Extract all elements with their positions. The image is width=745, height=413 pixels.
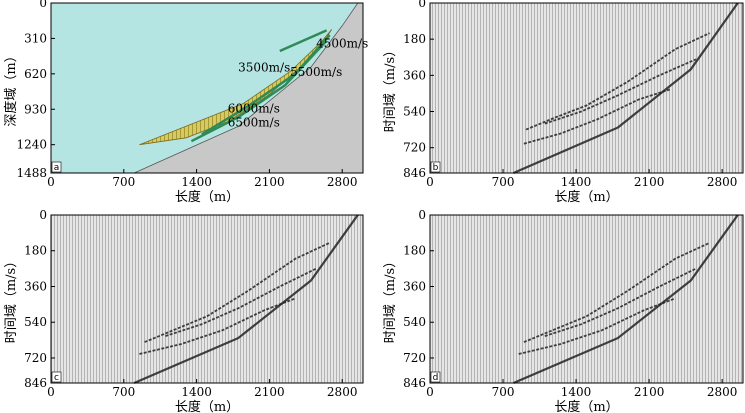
plot-frame bbox=[50, 2, 364, 174]
y-tick-label: 180 bbox=[403, 32, 426, 46]
event-reflector-3 bbox=[139, 297, 296, 355]
trace-background bbox=[430, 3, 743, 173]
y-tick-label: 540 bbox=[403, 105, 426, 119]
panel-b: 0 700 1400 2100 2800 0 180 360 540 720 846 长度（m） 时间域… bbox=[383, 0, 744, 205]
interface-5500 bbox=[201, 34, 331, 136]
y-tick-label: 720 bbox=[24, 351, 47, 365]
y-tick-label: 930 bbox=[24, 102, 47, 116]
x-tick-label: 2800 bbox=[327, 385, 358, 399]
y-axis-label: 时间域（m/s） bbox=[383, 255, 398, 343]
plot-frame bbox=[429, 214, 744, 384]
x-tick-label: 2100 bbox=[634, 385, 665, 399]
event-reflector-1 bbox=[523, 241, 710, 343]
x-tick-label: 0 bbox=[426, 175, 434, 189]
event-reflector-2 bbox=[544, 267, 697, 337]
y-tick-label: 180 bbox=[403, 244, 426, 258]
x-tick-label: 2800 bbox=[327, 175, 358, 189]
interface-4500 bbox=[279, 29, 328, 53]
x-tick-label: 0 bbox=[47, 385, 55, 399]
y-axis-label: 时间域（m/s） bbox=[383, 44, 398, 132]
y-tick-label: 0 bbox=[418, 208, 426, 222]
panel-label: c bbox=[54, 373, 59, 383]
event-reflector-1 bbox=[144, 241, 331, 343]
y-tick-label: 540 bbox=[24, 315, 47, 329]
velocity-label-layer-3: 6000m/s bbox=[228, 102, 280, 116]
event-surface bbox=[513, 214, 739, 385]
event-surface bbox=[513, 2, 739, 175]
panel-label: b bbox=[433, 163, 439, 173]
x-axis-label: 长度（m） bbox=[175, 399, 239, 413]
x-tick-label: 2100 bbox=[634, 175, 665, 189]
panel-d: 0 700 1400 2100 2800 0 180 360 540 720 846 长度（m） 时间域… bbox=[383, 208, 744, 413]
event-reflector-1 bbox=[525, 32, 710, 131]
y-tick-label: 846 bbox=[403, 166, 426, 180]
velocity-label-layer-2: 5500m/s bbox=[290, 65, 342, 79]
y-tick-label: 310 bbox=[24, 31, 47, 45]
x-tick-label: 700 bbox=[112, 385, 135, 399]
y-tick-label: 0 bbox=[39, 0, 47, 10]
y-tick-label: 180 bbox=[24, 244, 47, 258]
panel-label: d bbox=[433, 373, 439, 383]
x-tick-label: 0 bbox=[47, 175, 55, 189]
x-axis-label: 长度（m） bbox=[554, 189, 618, 205]
y-tick-label: 360 bbox=[403, 279, 426, 293]
x-tick-label: 2800 bbox=[707, 175, 738, 189]
x-tick-label: 2800 bbox=[707, 385, 738, 399]
panel-label-box bbox=[430, 371, 441, 383]
panel-label: a bbox=[54, 163, 60, 173]
y-axis-label: 深度域（m） bbox=[3, 49, 19, 126]
x-tick-label: 1400 bbox=[181, 175, 212, 189]
x-axis-label: 长度（m） bbox=[175, 189, 239, 205]
x-tick-label: 2100 bbox=[254, 175, 285, 189]
x-tick-label: 1400 bbox=[561, 385, 592, 399]
x-tick-label: 700 bbox=[112, 175, 135, 189]
plot-frame bbox=[50, 214, 364, 384]
x-tick-label: 2100 bbox=[254, 385, 285, 399]
velocity-label-background: 3500m/s bbox=[238, 61, 290, 75]
plot-frame bbox=[429, 2, 744, 174]
x-tick-label: 700 bbox=[492, 385, 515, 399]
y-tick-label: 720 bbox=[403, 141, 426, 155]
y-tick-label: 846 bbox=[24, 376, 47, 390]
event-reflector-3 bbox=[518, 297, 676, 355]
y-tick-label: 1240 bbox=[16, 138, 47, 152]
panel-label-box bbox=[430, 161, 441, 173]
event-reflector-2 bbox=[165, 267, 317, 337]
layer-wedge bbox=[139, 29, 333, 146]
velocity-label-layer-4: 6500m/s bbox=[228, 115, 280, 129]
y-tick-label: 360 bbox=[24, 279, 47, 293]
x-tick-label: 1400 bbox=[561, 175, 592, 189]
y-tick-label: 0 bbox=[418, 0, 426, 10]
y-tick-label: 540 bbox=[403, 315, 426, 329]
y-tick-label: 360 bbox=[403, 68, 426, 82]
y-tick-label: 846 bbox=[403, 376, 426, 390]
event-reflector-3 bbox=[523, 88, 671, 145]
x-tick-label: 0 bbox=[426, 385, 434, 399]
panel-c: 0 700 1400 2100 2800 0 180 360 540 720 846 长度（m） 时间域… bbox=[4, 208, 364, 413]
y-axis-label: 时间域（m/s） bbox=[4, 255, 19, 343]
panel-label-box bbox=[51, 371, 62, 383]
y-tick-label: 0 bbox=[39, 208, 47, 222]
event-reflector-2 bbox=[544, 58, 697, 125]
trace-background bbox=[430, 215, 743, 383]
trace-background bbox=[51, 215, 363, 383]
x-tick-label: 700 bbox=[492, 175, 515, 189]
y-tick-label: 1488 bbox=[16, 166, 47, 180]
x-axis-label: 长度（m） bbox=[554, 399, 618, 413]
x-tick-label: 1400 bbox=[181, 385, 212, 399]
velocity-label-layer-1: 4500m/s bbox=[316, 37, 368, 51]
panel-label-box bbox=[51, 161, 62, 173]
event-surface bbox=[133, 214, 359, 385]
y-tick-label: 720 bbox=[403, 351, 426, 365]
y-tick-label: 620 bbox=[24, 67, 47, 81]
